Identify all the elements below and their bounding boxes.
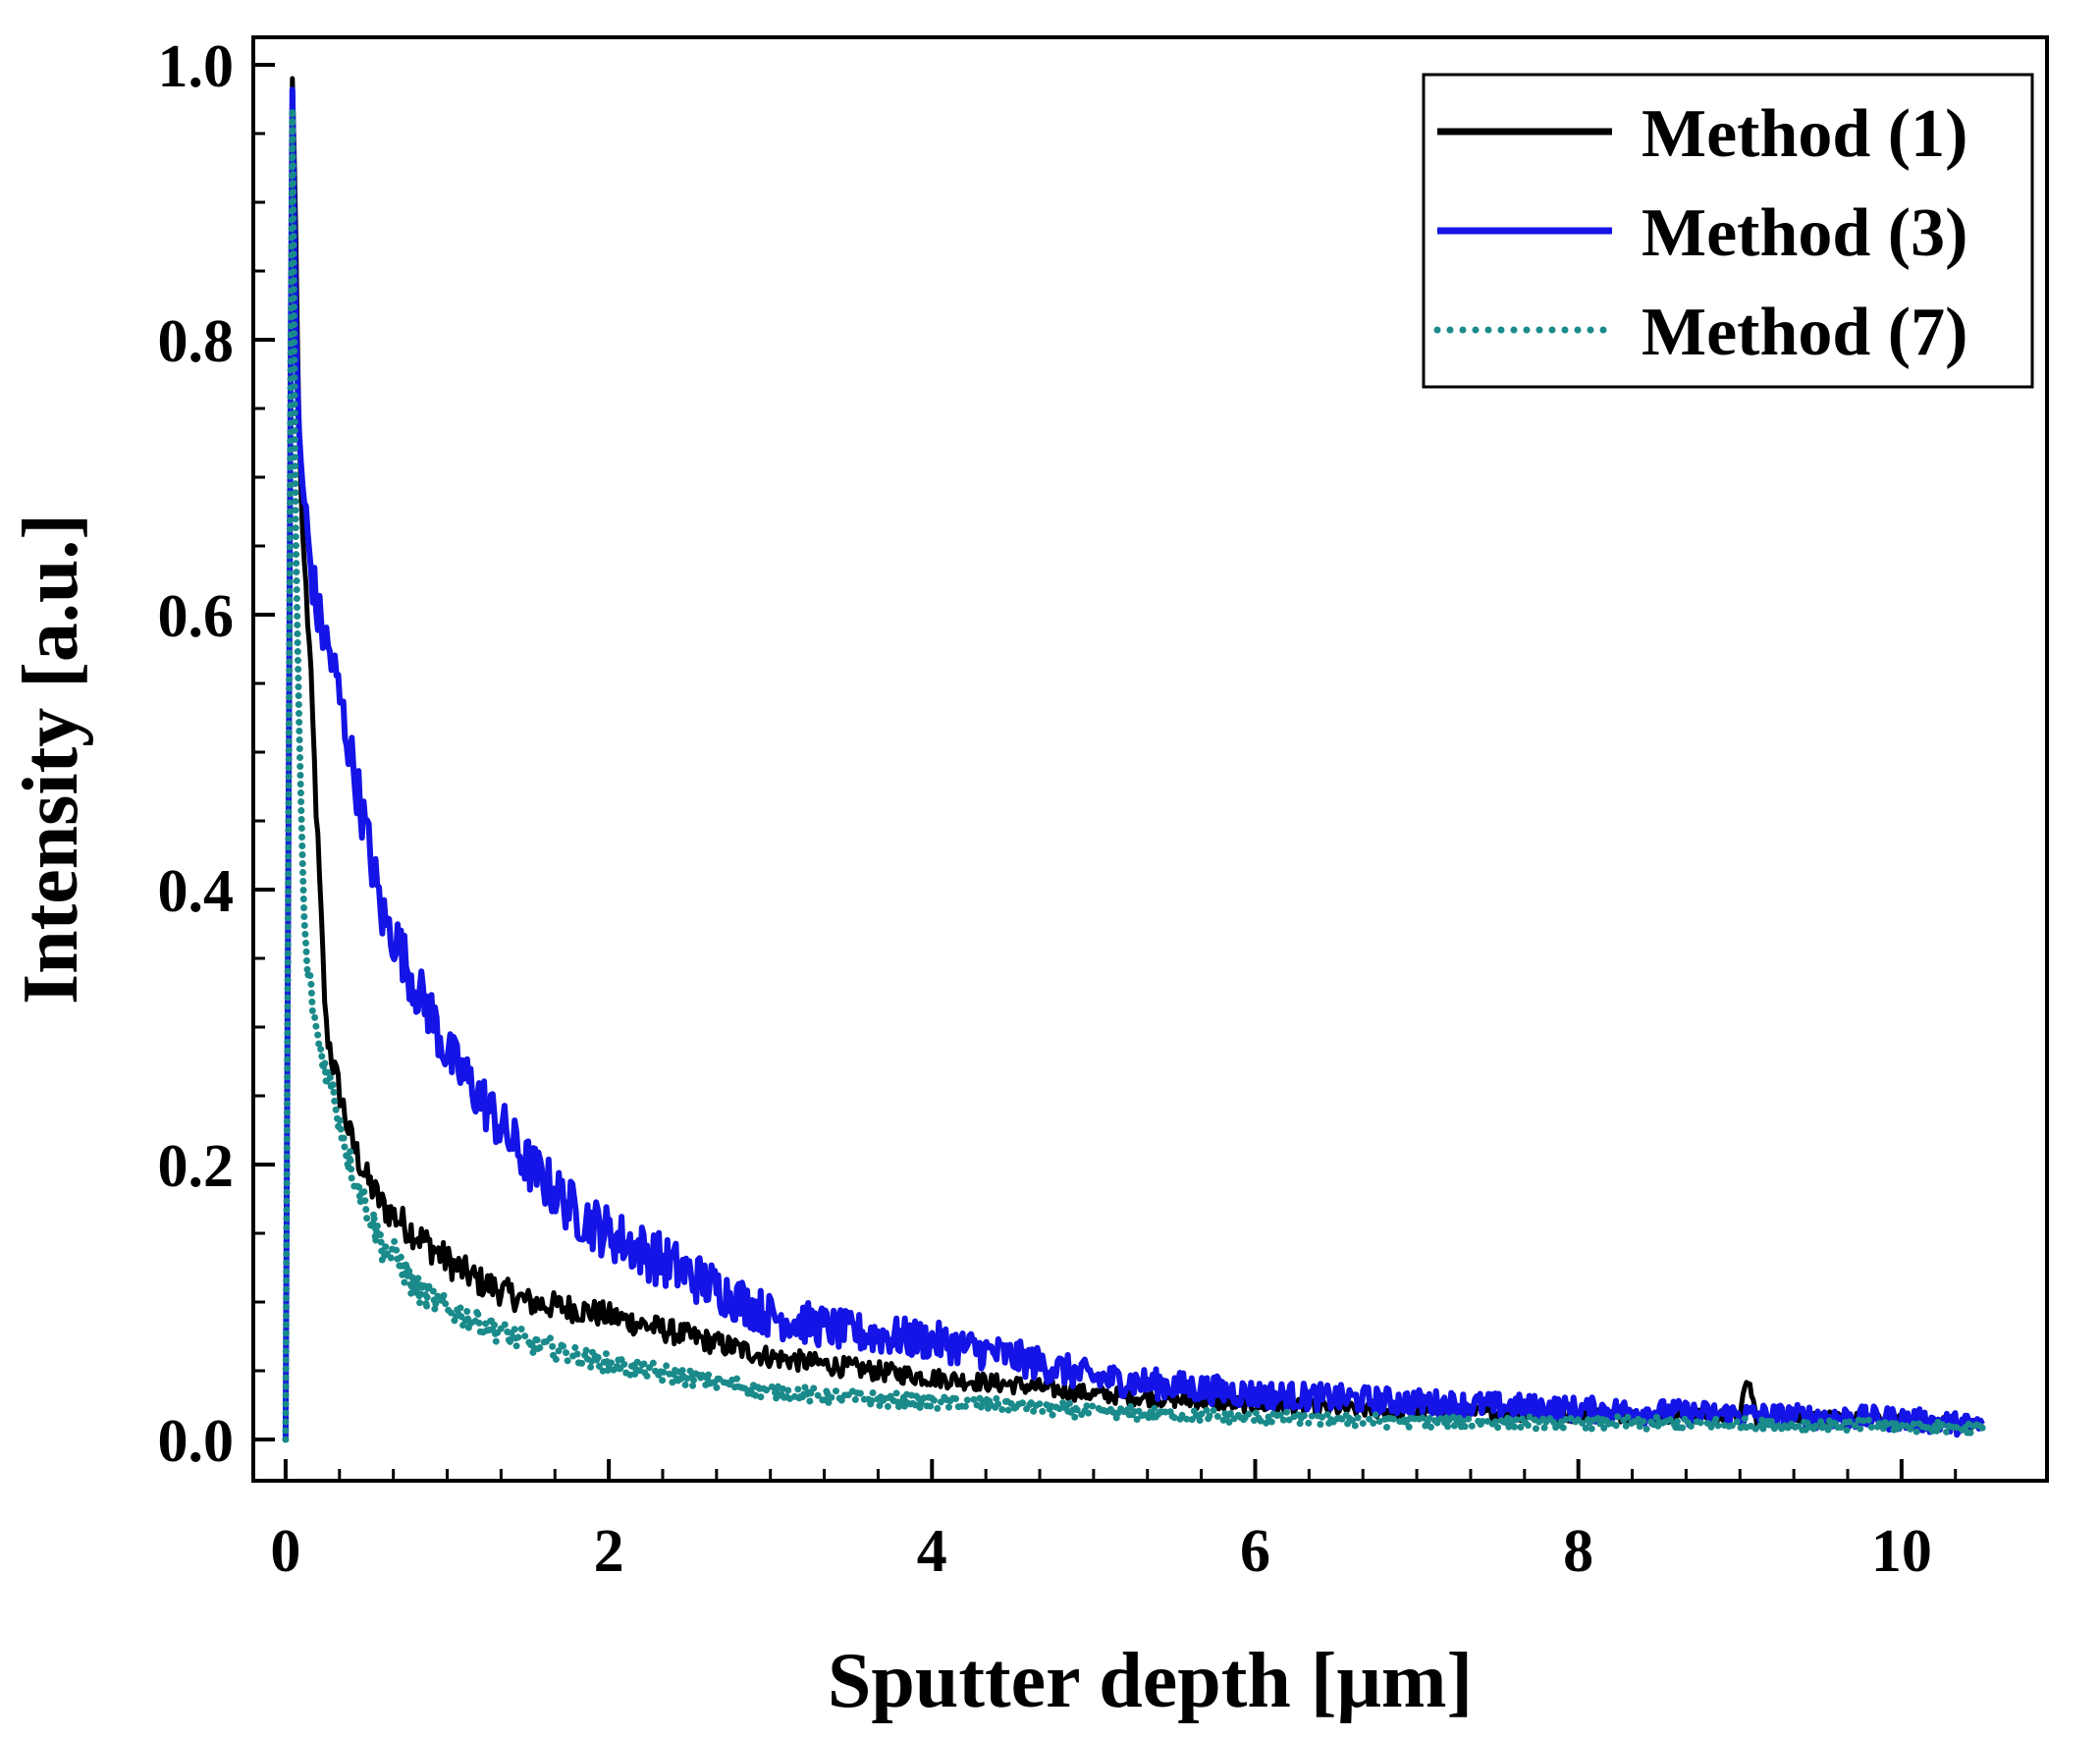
plot-frame xyxy=(251,35,2049,1483)
y-tick-label: 0.6 xyxy=(158,583,235,650)
y-axis-title: Intensity [a.u.] xyxy=(8,514,94,1005)
legend-label-1: Method (1) xyxy=(1642,96,1967,172)
x-tick-label: 6 xyxy=(1240,1518,1270,1585)
series-layer xyxy=(282,76,1986,1443)
series-line-3 xyxy=(282,105,1986,1443)
series-line-2 xyxy=(282,86,1985,1440)
y-tick-label: 0.0 xyxy=(158,1408,235,1475)
x-tick-label: 4 xyxy=(917,1518,947,1585)
y-tick-label: 1.0 xyxy=(158,33,235,100)
legend-label-2: Method (3) xyxy=(1642,195,1967,271)
y-tick-label: 0.2 xyxy=(158,1133,235,1200)
legend-label-3: Method (7) xyxy=(1642,295,1967,370)
legend: Method (1) Method (3) Method (7) xyxy=(1422,73,2034,389)
x-tick-label: 8 xyxy=(1563,1518,1593,1585)
y-tick-label: 0.8 xyxy=(158,308,235,375)
x-axis-title: Sputter depth [μm] xyxy=(828,1638,1473,1724)
axes: 0 2 4 6 8 10 0.0 0.2 0.4 0.6 0.8 1.0 xyxy=(158,33,2049,1585)
x-tick-label: 0 xyxy=(270,1518,300,1585)
x-tick-label: 2 xyxy=(594,1518,624,1585)
y-tick-label: 0.4 xyxy=(158,858,235,925)
x-tick-label: 10 xyxy=(1871,1518,1932,1585)
